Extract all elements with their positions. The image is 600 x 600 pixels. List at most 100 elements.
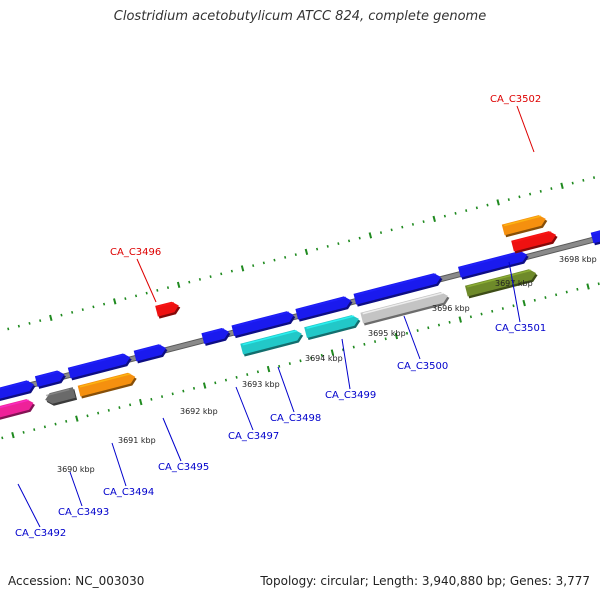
genome-summary-text: Topology: circular; Length: 3,940,880 bp… [260, 574, 590, 588]
gene-highlight [0, 380, 30, 390]
inner-tick-mark [202, 382, 207, 389]
outer-tick-mark [379, 231, 383, 235]
outer-tick-mark [273, 258, 276, 262]
outer-tick-mark [113, 298, 117, 305]
inner-tick-mark [533, 298, 536, 302]
gene-arrow [0, 399, 34, 418]
gene-highlight [362, 292, 444, 315]
outer-tick-mark [390, 228, 393, 232]
inner-tick-mark [139, 398, 143, 406]
gene-arrow [465, 269, 537, 297]
gene-arrow [353, 273, 441, 305]
inner-tick-mark [150, 397, 153, 401]
gene-label-leader [403, 315, 421, 360]
gene-highlight [460, 251, 523, 269]
gene-arrow [201, 328, 229, 344]
gene-label-leader [162, 417, 182, 462]
inner-tick-mark [310, 356, 313, 360]
inner-tick-mark [43, 425, 46, 429]
inner-tick-mark [171, 392, 174, 396]
gene-arrow [501, 215, 546, 236]
inner-tick-mark [512, 304, 515, 308]
gene-highlight [0, 399, 29, 409]
outer-tick-mark [49, 314, 53, 322]
gene-label-leader [17, 483, 41, 528]
inner-tick-mark [65, 419, 68, 423]
gene-label-leader [69, 471, 83, 507]
gene-highlight [203, 328, 225, 335]
gene-label: CA_C3500 [397, 361, 448, 372]
outer-tick-mark [124, 297, 127, 301]
outer-tick-mark [592, 176, 596, 179]
outer-tick-mark [560, 182, 564, 189]
outer-tick-mark [39, 319, 42, 323]
inner-tick-mark [352, 345, 355, 349]
inner-tick-mark [246, 373, 249, 376]
outer-tick-mark [539, 189, 542, 193]
scale-label: 3697 kbp [495, 279, 533, 288]
outer-tick-mark [220, 272, 223, 276]
inner-tick-mark [491, 309, 494, 313]
outer-tick-mark [17, 324, 20, 328]
outer-tick-mark [347, 239, 351, 243]
outer-tick-mark [176, 281, 181, 289]
inner-tick-mark [342, 348, 345, 352]
inner-tick-mark [597, 282, 600, 286]
inner-tick-mark [33, 428, 36, 432]
inner-tick-mark [363, 342, 366, 346]
gene-highlight [69, 353, 126, 370]
gene-label-leader [516, 105, 535, 153]
outer-tick-mark [209, 275, 212, 279]
inner-tick-mark [75, 415, 79, 422]
gene-highlight [79, 373, 131, 388]
gene-label: CA_C3496 [110, 247, 161, 258]
outer-tick-mark [454, 211, 457, 215]
scale-label: 3693 kbp [242, 380, 280, 389]
inner-tick-mark [427, 326, 430, 330]
inner-tick-mark [22, 430, 25, 434]
outer-tick-mark [304, 248, 309, 256]
gene-arrow [295, 296, 351, 320]
outer-tick-mark [507, 198, 510, 202]
gene-label-leader [136, 258, 157, 303]
inner-tick-mark [522, 299, 526, 307]
scale-label: 3695 kbp [368, 329, 406, 338]
gene-arrow [458, 250, 528, 278]
gene-label-leader [277, 366, 295, 413]
outer-tick-mark [166, 286, 170, 290]
gene-label: CA_C3497 [228, 431, 279, 442]
gene-highlight [135, 344, 162, 353]
inner-tick-mark [416, 329, 419, 332]
outer-tick-mark [60, 313, 63, 317]
scale-label: 3694 kbp [305, 354, 343, 363]
gene-arrow [240, 329, 302, 355]
inner-tick-mark [501, 307, 504, 310]
outer-tick-mark [518, 195, 521, 199]
outer-tick-mark [465, 209, 468, 213]
gene-label-leader [235, 386, 254, 431]
gene-highlight [592, 231, 600, 235]
inner-tick-mark [576, 287, 579, 291]
gene-arrow [231, 311, 294, 337]
scale-label: 3696 kbp [432, 304, 470, 313]
outer-tick-mark [92, 305, 95, 309]
gene-arrow [133, 344, 166, 362]
gene-arrow [77, 372, 136, 397]
inner-tick-mark [586, 283, 590, 290]
gene-highlight [306, 315, 355, 329]
gene-arrow [511, 231, 557, 252]
scale-label: 3692 kbp [180, 407, 218, 416]
outer-tick-mark [230, 269, 233, 273]
inner-tick-mark [118, 406, 121, 409]
gene-label: CA_C3494 [103, 487, 154, 498]
inner-tick-mark [1, 436, 4, 440]
gene-label: CA_C3502 [490, 94, 541, 105]
outer-tick-mark [156, 288, 159, 292]
outer-tick-mark [252, 264, 255, 268]
gene-label: CA_C3493 [58, 507, 109, 518]
inner-tick-mark [405, 331, 409, 335]
gene-highlight [467, 269, 532, 288]
scale-label: 3691 kbp [118, 436, 156, 445]
outer-tick-mark [262, 261, 265, 265]
